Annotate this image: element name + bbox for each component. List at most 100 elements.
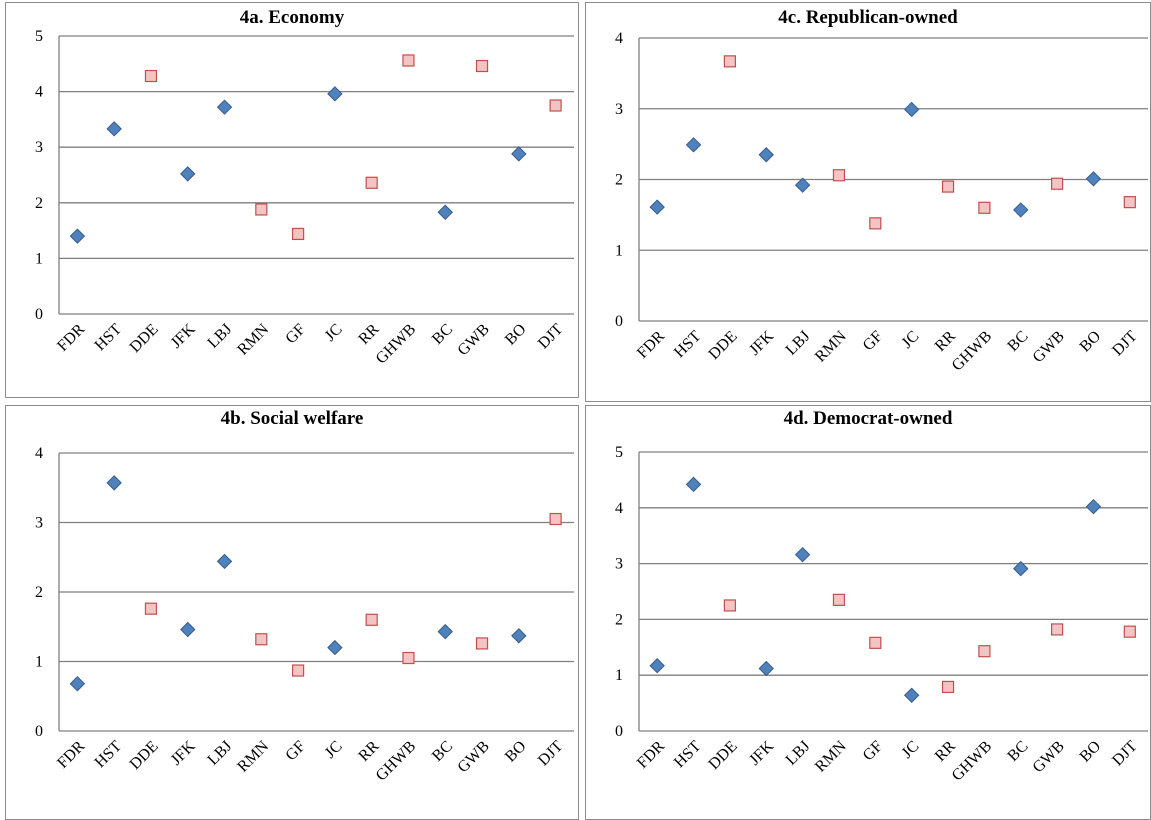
data-point-rr xyxy=(365,613,378,626)
y-tick-label: 5 xyxy=(615,444,623,461)
data-point-jc xyxy=(327,639,343,656)
x-tick-label: DDE xyxy=(127,738,162,773)
data-point-bc xyxy=(437,204,453,220)
x-tick-label: GF xyxy=(282,738,309,765)
data-point-bc xyxy=(1013,560,1029,577)
x-tick-label: RR xyxy=(932,328,959,355)
x-tick-label: JFK xyxy=(746,327,777,358)
data-point-bo xyxy=(1085,498,1102,515)
x-tick-label: JC xyxy=(899,738,923,762)
y-tick-label: 0 xyxy=(615,723,623,740)
x-tick-label: GHWB xyxy=(949,738,996,785)
data-point-bo xyxy=(1085,171,1102,187)
data-point-rr xyxy=(941,180,955,193)
data-point-gf xyxy=(292,664,305,677)
x-tick-label: LBJ xyxy=(783,328,814,359)
y-tick-label: 1 xyxy=(615,242,623,259)
chart-title: 4c. Republican-owned xyxy=(778,7,958,28)
data-point-gwb xyxy=(475,59,489,73)
data-point-hst xyxy=(685,137,702,153)
x-tick-label: GF xyxy=(860,738,887,765)
data-point-lbj xyxy=(216,553,233,570)
y-tick-label: 4 xyxy=(35,84,43,101)
x-tick-label: FDR xyxy=(54,738,88,772)
x-tick-label: GHWB xyxy=(949,328,996,375)
x-tick-label: FDR xyxy=(54,321,88,355)
chart-title: 4a. Economy xyxy=(240,7,345,28)
y-tick-label: 4 xyxy=(615,30,623,47)
chart-republican-owned: 4c. Republican-owned 0 1 2 3 4 FDR HST DDE JFK LBJ… xyxy=(615,7,1148,375)
x-tick-label: JFK xyxy=(168,320,199,351)
x-tick-label: LBJ xyxy=(204,321,235,352)
x-tick-label: FDR xyxy=(634,328,668,362)
data-point-jc xyxy=(327,86,343,102)
chart-title: 4d. Democrat-owned xyxy=(784,408,953,429)
x-tick-label: BO xyxy=(502,321,530,349)
y-tick-label: 2 xyxy=(35,195,43,212)
data-point-jfk xyxy=(758,147,774,163)
y-tick-label: 3 xyxy=(35,515,43,532)
data-point-rmn xyxy=(832,169,846,182)
data-point-ghwb xyxy=(402,54,415,67)
data-point-jc xyxy=(903,687,920,703)
x-tick-label: BO xyxy=(502,738,530,766)
x-tick-label: JC xyxy=(322,738,346,762)
data-point-gf xyxy=(292,227,305,241)
data-point-ghwb xyxy=(978,201,991,214)
chart-panel-social-welfare: 4b. Social welfare 0 1 2 3 4 FDR HST DDE JFK LBJ RM… xyxy=(5,405,579,820)
chart-panel-republican-owned: 4c. Republican-owned 0 1 2 3 4 FDR HST DDE JFK LBJ… xyxy=(585,2,1151,402)
x-tick-label: RR xyxy=(355,738,382,765)
data-point-lbj xyxy=(794,177,811,193)
data-point-dde xyxy=(144,69,158,83)
x-tick-label: RR xyxy=(355,321,382,348)
data-point-dde xyxy=(723,55,736,68)
x-tick-label: BC xyxy=(1004,738,1031,765)
data-point-dde xyxy=(144,602,158,615)
x-tick-label: HST xyxy=(671,328,705,362)
x-tick-label: DDE xyxy=(705,328,740,363)
x-tick-label: RR xyxy=(932,738,959,765)
data-point-hst xyxy=(106,121,122,137)
data-point-gf xyxy=(869,636,882,649)
data-point-jc xyxy=(903,101,920,118)
data-point-hst xyxy=(106,475,122,491)
data-point-djt xyxy=(1123,196,1136,209)
y-tick-label: 1 xyxy=(615,667,623,684)
x-tick-label: FDR xyxy=(634,738,668,772)
chart-panel-democrat-owned: 4d. Democrat-owned 0 1 2 3 4 5 FDR HST DDE JFK LBJ R… xyxy=(585,405,1151,820)
data-point-jfk xyxy=(758,660,774,677)
chart-social-welfare: 4b. Social welfare 0 1 2 3 4 FDR HST DDE JFK LBJRM… xyxy=(35,408,574,784)
x-tick-label: BO xyxy=(1077,328,1105,356)
x-tick-label: JFK xyxy=(168,737,199,768)
data-point-fdr xyxy=(649,199,665,215)
x-tick-label: GWB xyxy=(1030,328,1068,366)
x-tick-label: JC xyxy=(322,321,346,345)
y-tick-label: 0 xyxy=(615,313,623,330)
x-tick-label: JFK xyxy=(746,737,777,768)
y-tick-label: 4 xyxy=(35,445,43,462)
data-point-gwb xyxy=(1051,623,1064,636)
data-point-fdr xyxy=(649,658,665,674)
x-tick-label: RMN xyxy=(812,327,850,365)
data-point-jfk xyxy=(180,621,196,638)
x-tick-label: LBJ xyxy=(204,738,235,769)
x-tick-label: BC xyxy=(429,738,456,765)
data-point-ghwb xyxy=(402,651,415,665)
y-tick-label: 2 xyxy=(615,172,623,189)
x-tick-label: DJT xyxy=(535,738,567,770)
data-point-djt xyxy=(549,512,562,526)
x-tick-label: GF xyxy=(860,328,887,355)
data-point-lbj xyxy=(216,99,233,115)
data-point-bc xyxy=(1013,202,1029,218)
data-point-gwb xyxy=(1051,177,1064,190)
data-point-bo xyxy=(511,146,527,162)
x-tick-label: DDE xyxy=(705,738,740,773)
y-tick-label: 2 xyxy=(615,611,623,628)
data-point-djt xyxy=(1123,625,1136,638)
x-tick-label: RMN xyxy=(812,737,850,775)
x-tick-label: GWB xyxy=(1030,738,1068,776)
x-tick-label: BO xyxy=(1077,738,1105,766)
y-tick-label: 1 xyxy=(35,250,43,267)
